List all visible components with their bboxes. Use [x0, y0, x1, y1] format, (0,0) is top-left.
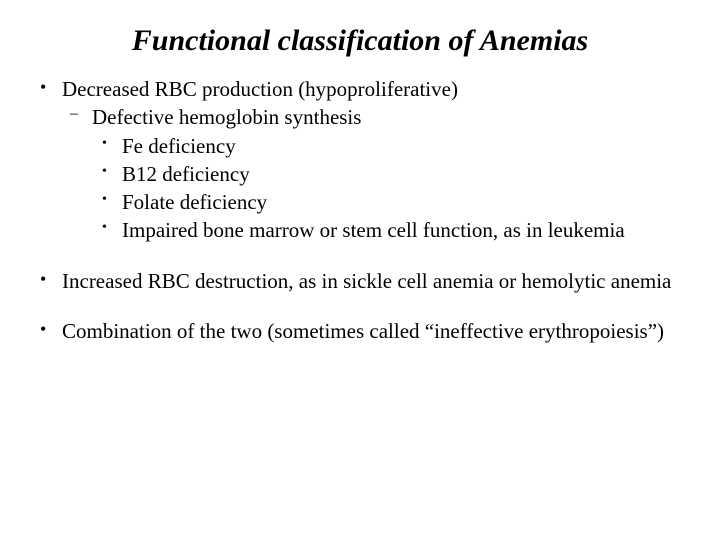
- bullet-list-lvl3: Fe deficiency B12 deficiency Folate defi…: [92, 133, 684, 244]
- bullet-text: Increased RBC destruction, as in sickle …: [62, 269, 671, 293]
- bullet-text: B12 deficiency: [122, 162, 250, 186]
- bullet-text: Combination of the two (sometimes called…: [62, 319, 664, 343]
- slide-title: Functional classification of Anemias: [36, 24, 684, 58]
- bullet-text: Fe deficiency: [122, 134, 236, 158]
- list-item: Decreased RBC production (hypoproliferat…: [36, 76, 684, 244]
- bullet-text: Impaired bone marrow or stem cell functi…: [122, 218, 625, 242]
- list-item: Impaired bone marrow or stem cell functi…: [92, 217, 684, 243]
- bullet-list-lvl2: Defective hemoglobin synthesis Fe defici…: [62, 104, 684, 243]
- bullet-list: Decreased RBC production (hypoproliferat…: [36, 76, 684, 344]
- list-item: Fe deficiency: [92, 133, 684, 159]
- bullet-text: Decreased RBC production (hypoproliferat…: [62, 77, 458, 101]
- list-item: Defective hemoglobin synthesis Fe defici…: [62, 104, 684, 243]
- slide: Functional classification of Anemias Dec…: [0, 0, 720, 540]
- list-item: Increased RBC destruction, as in sickle …: [36, 268, 684, 294]
- list-item: B12 deficiency: [92, 161, 684, 187]
- bullet-text: Defective hemoglobin synthesis: [92, 105, 361, 129]
- list-item: Folate deficiency: [92, 189, 684, 215]
- list-item: Combination of the two (sometimes called…: [36, 318, 684, 344]
- bullet-text: Folate deficiency: [122, 190, 267, 214]
